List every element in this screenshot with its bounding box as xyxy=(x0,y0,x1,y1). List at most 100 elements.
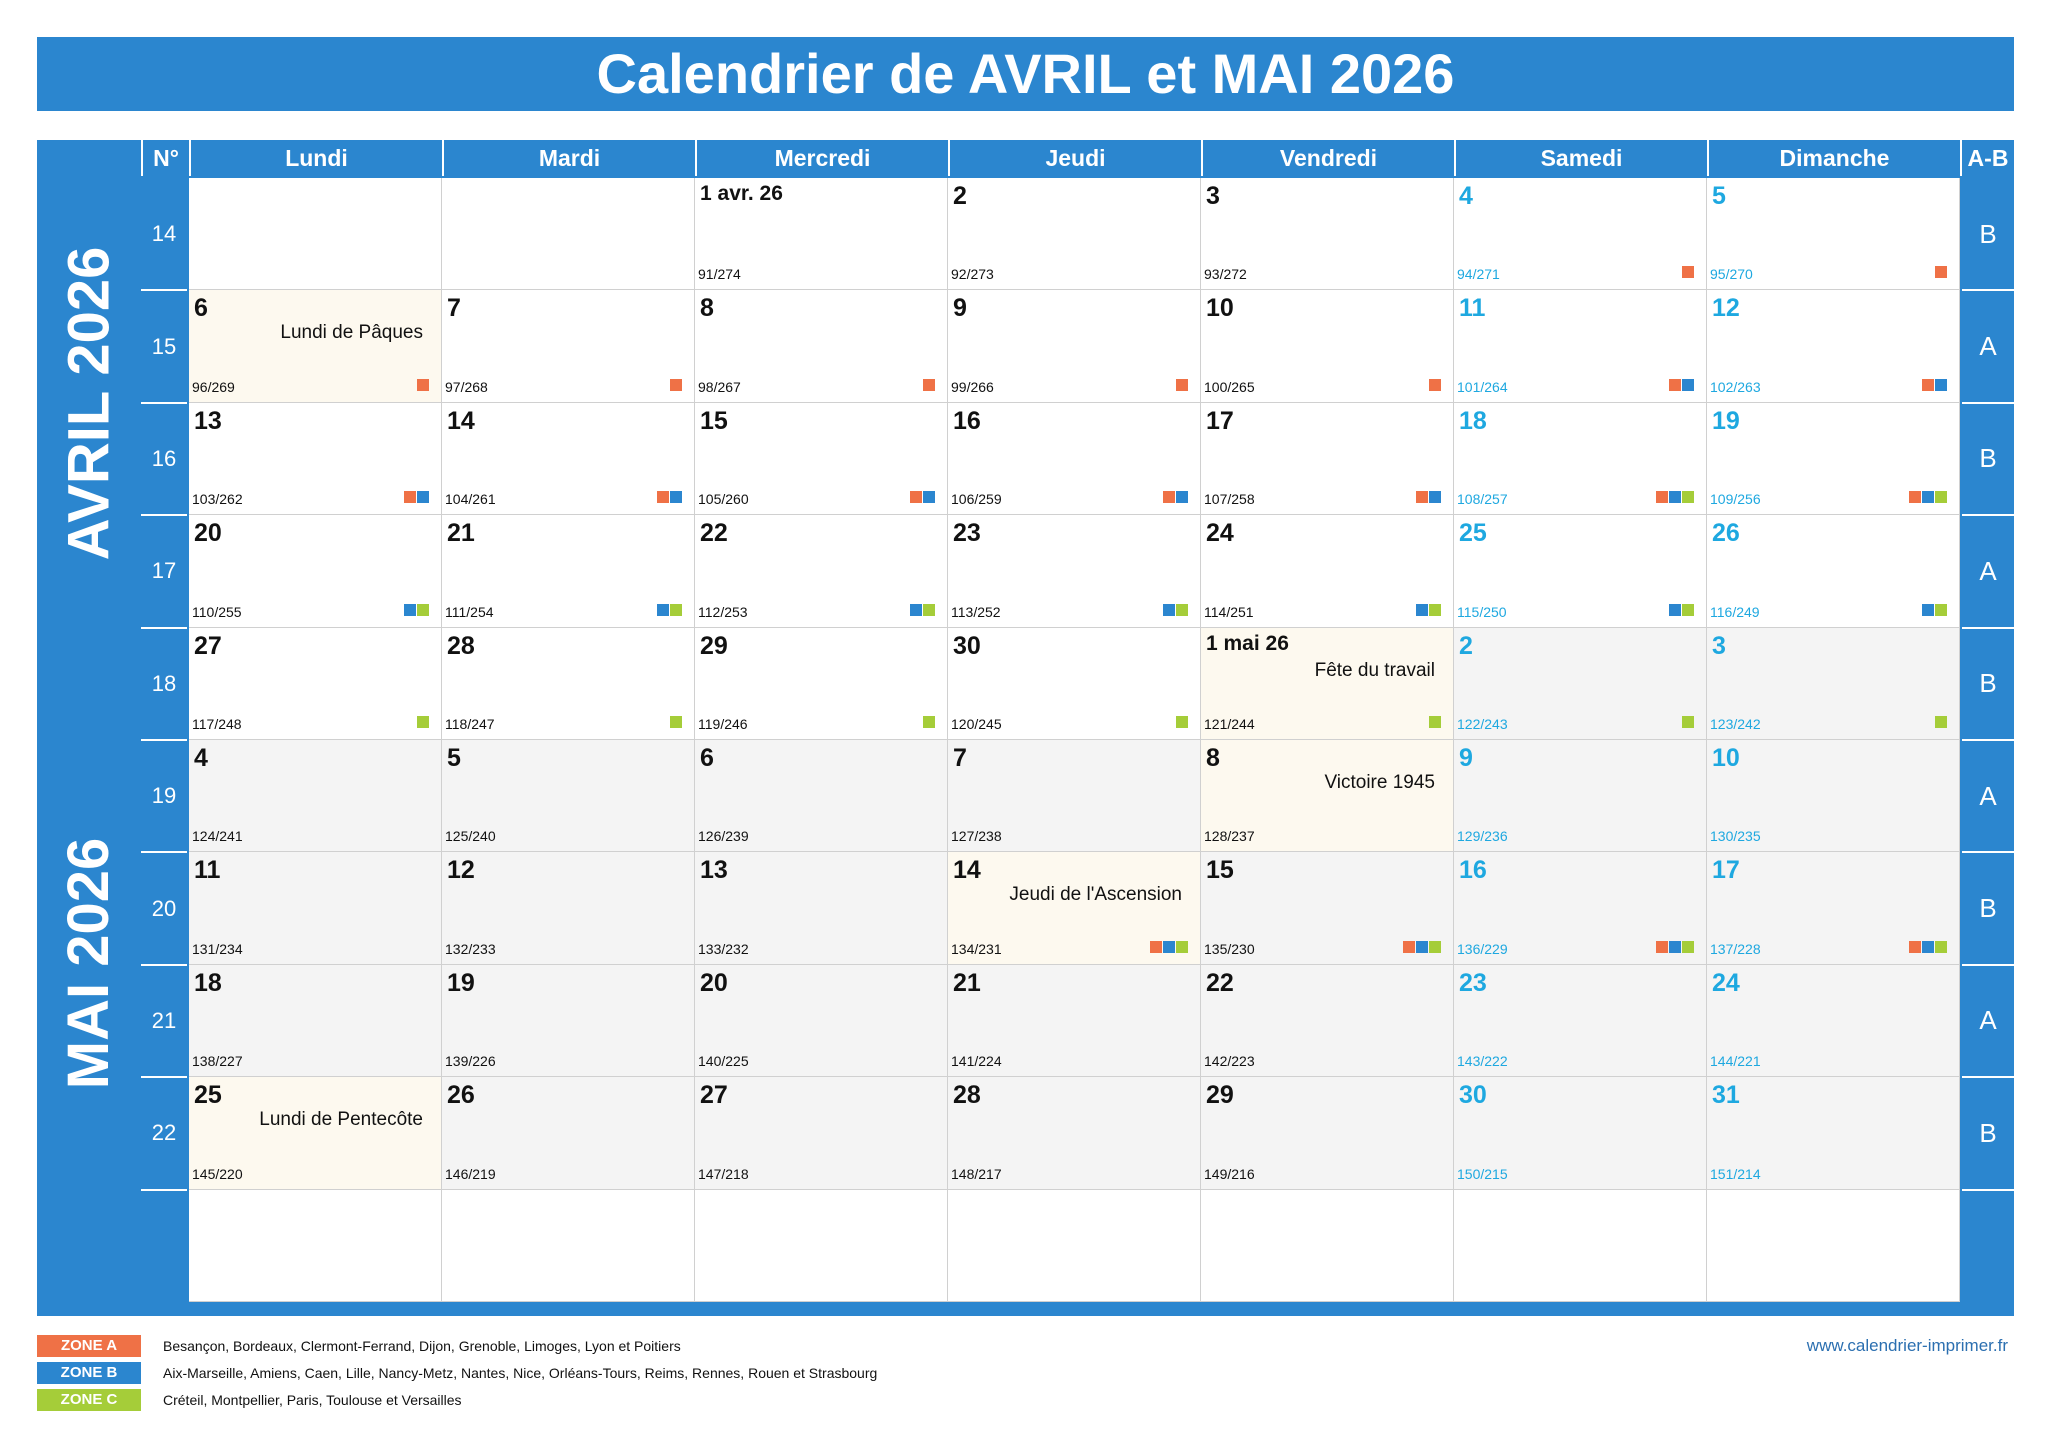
day-cell[interactable]: 23 143/222 xyxy=(1454,964,1707,1078)
day-cell[interactable]: 12 102/263 xyxy=(1707,290,1960,403)
day-cell[interactable]: 25 Lundi de Pentecôte 145/220 xyxy=(189,1077,442,1190)
day-cell[interactable]: 22 142/223 xyxy=(1201,964,1454,1078)
day-cell[interactable]: 28 148/217 xyxy=(948,1077,1201,1190)
day-cell[interactable]: 15 135/230 xyxy=(1201,852,1454,965)
day-cell[interactable]: 18 138/227 xyxy=(189,964,442,1078)
day-cell[interactable] xyxy=(442,1189,695,1302)
day-cell[interactable]: 30 120/245 xyxy=(948,627,1201,740)
day-number: 1 mai 26 xyxy=(1206,631,1289,655)
day-cell[interactable]: 15 105/260 xyxy=(695,402,948,516)
day-cell[interactable]: 1 avr. 26 91/274 xyxy=(695,178,948,291)
day-number: 21 xyxy=(953,968,981,997)
day-cell[interactable] xyxy=(189,178,442,291)
day-cell[interactable]: 30 150/215 xyxy=(1454,1077,1707,1190)
day-cell[interactable]: 3 123/242 xyxy=(1707,627,1960,740)
zone-a-marker xyxy=(1163,491,1175,504)
zone-b-marker xyxy=(1669,940,1681,953)
day-of-year: 136/229 xyxy=(1457,940,1508,957)
day-cell[interactable] xyxy=(1201,1189,1454,1302)
day-cell[interactable]: 2 92/273 xyxy=(948,178,1201,291)
day-cell[interactable]: 16 106/259 xyxy=(948,402,1201,516)
day-cell[interactable]: 27 117/248 xyxy=(189,627,442,740)
day-cell[interactable]: 2 122/243 xyxy=(1454,627,1707,740)
day-cell[interactable]: 26 146/219 xyxy=(442,1077,695,1190)
day-cell[interactable]: 21 111/254 xyxy=(442,515,695,628)
day-cell[interactable]: 29 149/216 xyxy=(1201,1077,1454,1190)
week-ab xyxy=(1962,1190,2014,1302)
zone-a-marker xyxy=(1669,378,1681,391)
vacation-zones xyxy=(1909,940,1947,953)
day-cell[interactable]: 7 127/238 xyxy=(948,740,1201,853)
day-cell[interactable]: 31 151/214 xyxy=(1707,1077,1960,1190)
day-number: 2 xyxy=(1459,631,1473,660)
vacation-zones xyxy=(1656,940,1694,953)
day-number: 23 xyxy=(1459,968,1487,997)
day-cell[interactable]: 18 108/257 xyxy=(1454,402,1707,516)
day-cell[interactable]: 9 99/266 xyxy=(948,290,1201,403)
day-cell[interactable]: 26 116/249 xyxy=(1707,515,1960,628)
day-cell[interactable]: 29 119/246 xyxy=(695,627,948,740)
vacation-zones xyxy=(417,715,429,728)
zone-b-marker xyxy=(657,603,669,616)
day-cell[interactable]: 8 Victoire 1945 128/237 xyxy=(1201,740,1454,853)
day-cell[interactable]: 21 141/224 xyxy=(948,964,1201,1078)
day-of-year: 125/240 xyxy=(445,828,496,845)
day-cell[interactable]: 11 101/264 xyxy=(1454,290,1707,403)
day-cell[interactable]: 4 94/271 xyxy=(1454,178,1707,291)
day-cell[interactable]: 6 Lundi de Pâques 96/269 xyxy=(189,290,442,403)
day-of-year: 110/255 xyxy=(192,603,242,620)
vacation-zones xyxy=(657,603,682,616)
day-cell[interactable]: 9 129/236 xyxy=(1454,740,1707,853)
day-cell[interactable]: 23 113/252 xyxy=(948,515,1201,628)
day-cell[interactable]: 13 133/232 xyxy=(695,852,948,965)
day-cell[interactable]: 6 126/239 xyxy=(695,740,948,853)
day-cell[interactable] xyxy=(442,178,695,291)
day-cell[interactable]: 5 95/270 xyxy=(1707,178,1960,291)
day-cell[interactable] xyxy=(1454,1189,1707,1302)
day-cell[interactable]: 10 130/235 xyxy=(1707,740,1960,853)
zone-c-marker xyxy=(1935,491,1947,504)
week-ab: A xyxy=(1979,780,1997,811)
day-cell[interactable]: 1 mai 26 Fête du travail 121/244 xyxy=(1201,627,1454,740)
day-cell[interactable]: 20 140/225 xyxy=(695,964,948,1078)
day-cell[interactable]: 17 107/258 xyxy=(1201,402,1454,516)
vacation-zones xyxy=(1429,715,1441,728)
day-of-year: 126/239 xyxy=(698,828,749,845)
week-separator xyxy=(141,1188,187,1191)
day-cell[interactable]: 8 98/267 xyxy=(695,290,948,403)
day-cell[interactable]: 11 131/234 xyxy=(189,852,442,965)
day-cell[interactable]: 10 100/265 xyxy=(1201,290,1454,403)
day-cell[interactable]: 22 112/253 xyxy=(695,515,948,628)
day-cell[interactable]: 24 114/251 xyxy=(1201,515,1454,628)
day-cell[interactable] xyxy=(948,1189,1201,1302)
day-cell[interactable]: 14 Jeudi de l'Ascension 134/231 xyxy=(948,852,1201,965)
day-cell[interactable]: 3 93/272 xyxy=(1201,178,1454,291)
site-url[interactable]: www.calendrier-imprimer.fr xyxy=(1806,1336,2008,1355)
day-cell[interactable]: 12 132/233 xyxy=(442,852,695,965)
week-number: 19 xyxy=(151,783,177,809)
zone-c-marker xyxy=(923,715,935,728)
day-cell[interactable] xyxy=(1707,1189,1960,1302)
day-cell[interactable]: 13 103/262 xyxy=(189,402,442,516)
day-cell[interactable]: 19 139/226 xyxy=(442,964,695,1078)
day-cell[interactable]: 28 118/247 xyxy=(442,627,695,740)
day-cell[interactable] xyxy=(189,1189,442,1302)
day-cell[interactable]: 4 124/241 xyxy=(189,740,442,853)
day-cell[interactable]: 17 137/228 xyxy=(1707,852,1960,965)
day-number: 7 xyxy=(953,744,967,772)
day-cell[interactable]: 20 110/255 xyxy=(189,515,442,628)
day-cell[interactable]: 25 115/250 xyxy=(1454,515,1707,628)
day-cell[interactable]: 16 136/229 xyxy=(1454,852,1707,965)
day-cell[interactable]: 27 147/218 xyxy=(695,1077,948,1190)
vacation-zones xyxy=(1403,940,1441,953)
day-number: 12 xyxy=(447,856,475,885)
zone-a-marker xyxy=(1935,266,1947,279)
day-cell[interactable]: 19 109/256 xyxy=(1707,402,1960,516)
day-cell[interactable]: 24 144/221 xyxy=(1707,964,1960,1078)
day-cell[interactable]: 7 97/268 xyxy=(442,290,695,403)
day-cell[interactable]: 14 104/261 xyxy=(442,402,695,516)
day-cell[interactable]: 5 125/240 xyxy=(442,740,695,853)
day-of-year: 146/219 xyxy=(445,1165,496,1182)
day-cell[interactable] xyxy=(695,1189,948,1302)
day-of-year: 104/261 xyxy=(445,491,496,508)
